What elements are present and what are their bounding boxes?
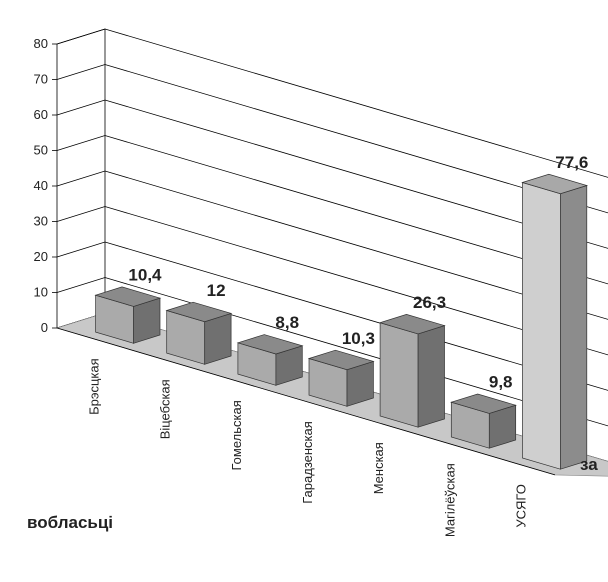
category-label: Магілёўская [442, 463, 457, 537]
bar-side [560, 185, 588, 470]
bar [165, 301, 233, 365]
bar [307, 349, 375, 407]
category-labels: Брэсцкая Віцебская Гомельская Гарадзенская М… [87, 358, 529, 537]
bar-top [94, 286, 162, 307]
gridline [56, 135, 608, 285]
bar-front [522, 182, 561, 470]
y-tick-label: 70 [34, 72, 48, 87]
bar [378, 314, 446, 428]
gridline [56, 99, 608, 249]
bar-top [521, 173, 589, 195]
bar [450, 393, 517, 449]
value-label: 10,4 [128, 266, 162, 285]
gridline [56, 206, 608, 356]
bar-top [450, 393, 517, 414]
gridline [56, 241, 608, 391]
category-label: Брэсцкая [87, 358, 102, 415]
bar [94, 286, 162, 344]
value-label: 26,3 [413, 293, 446, 312]
value-label: 10,3 [342, 329, 375, 348]
bar-top [236, 334, 304, 355]
bar-top [165, 301, 233, 323]
category-label: Віцебская [158, 379, 173, 439]
gridline [56, 64, 608, 214]
bar [521, 173, 589, 470]
bar [236, 334, 304, 386]
value-label: 12 [207, 281, 226, 300]
gridline [56, 28, 608, 178]
category-label: Менская [371, 442, 386, 494]
bar-top [378, 314, 446, 335]
x-axis-label: вобласьці [27, 513, 113, 532]
y-tick-label: 50 [34, 143, 48, 158]
bar-front [379, 322, 419, 428]
category-label: Гарадзенская [300, 421, 315, 504]
y-tick-label: 40 [34, 178, 48, 193]
side-label: за [580, 455, 598, 474]
category-label: Гомельская [229, 400, 244, 470]
y-tick-label: 20 [34, 249, 48, 264]
y-tick-label: 10 [34, 285, 48, 300]
y-tick-label: 0 [41, 320, 48, 335]
value-label: 8,8 [275, 313, 299, 332]
value-label: 77,6 [555, 153, 588, 172]
bars [94, 173, 589, 470]
bar-side [204, 312, 232, 365]
value-label: 9,8 [489, 373, 513, 392]
value-labels: 10,4 12 8,8 10,3 26,3 9,8 77,6 [128, 153, 588, 392]
bar-side [417, 325, 445, 428]
y-axis-ticks: 0 10 20 30 40 50 60 70 80 [34, 36, 57, 335]
y-tick-label: 80 [34, 36, 48, 51]
category-label: УСЯГО [513, 484, 528, 527]
y-tick-label: 60 [34, 107, 48, 122]
gridline [56, 170, 608, 320]
bar-top [307, 349, 375, 371]
gridline [56, 277, 608, 427]
y-tick-label: 30 [34, 214, 48, 229]
